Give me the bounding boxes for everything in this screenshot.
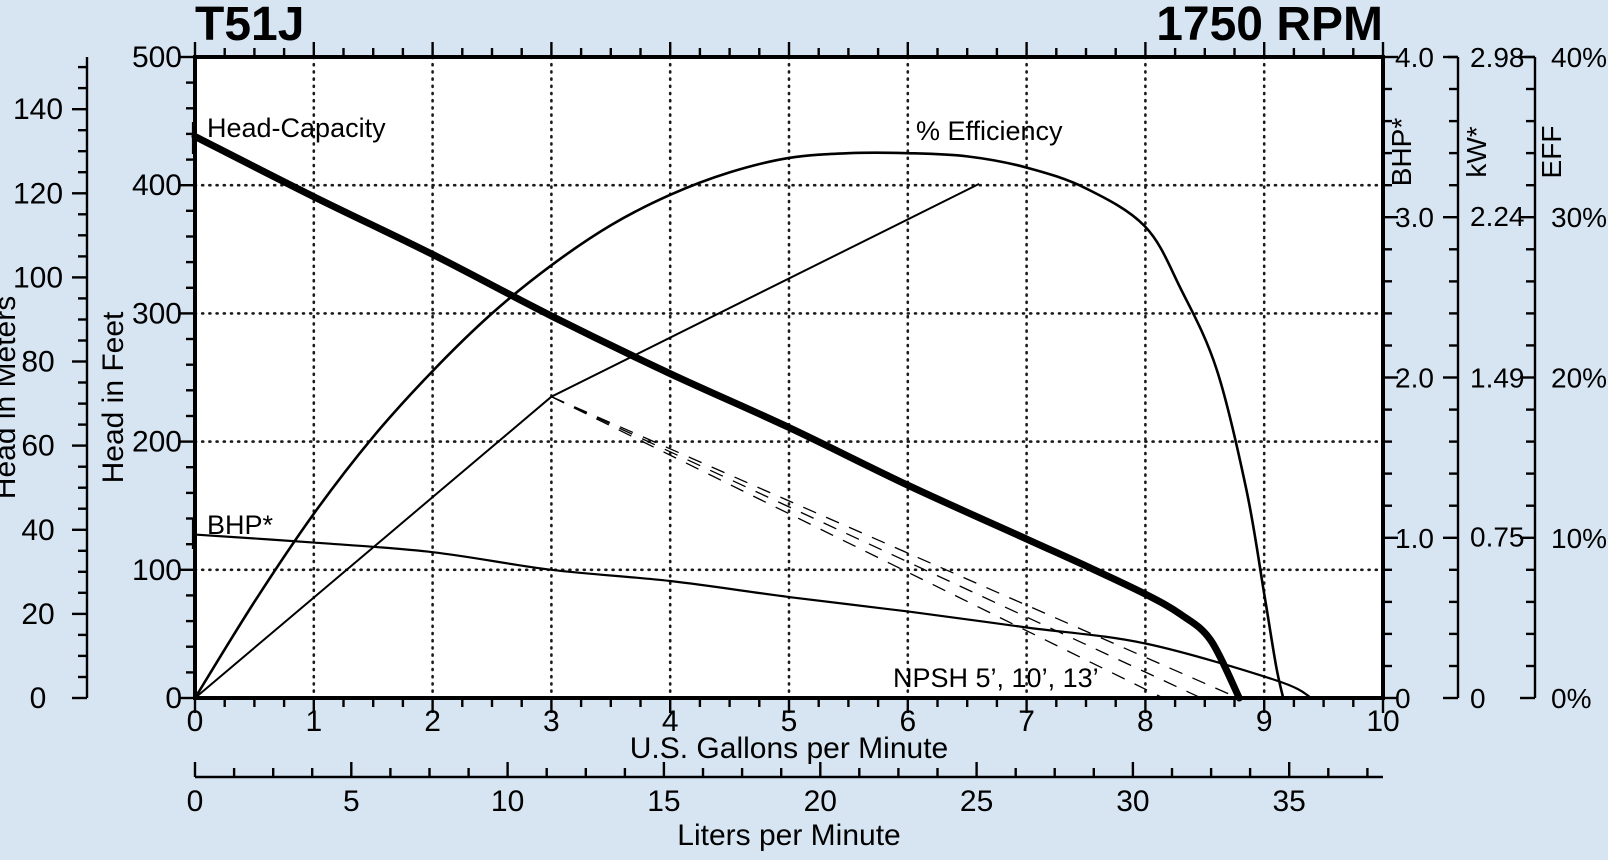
svg-text:kW*: kW*	[1461, 126, 1492, 177]
svg-text:Liters per Minute: Liters per Minute	[677, 819, 900, 852]
svg-text:BHP*: BHP*	[1386, 118, 1417, 187]
svg-text:0: 0	[165, 682, 182, 715]
svg-text:U.S. Gallons per Minute: U.S. Gallons per Minute	[630, 732, 948, 765]
svg-text:7: 7	[1018, 705, 1035, 738]
svg-text:80: 80	[21, 346, 54, 379]
svg-text:% Efficiency: % Efficiency	[916, 116, 1063, 146]
svg-text:8: 8	[1137, 705, 1154, 738]
svg-text:35: 35	[1273, 785, 1306, 818]
svg-text:2.0: 2.0	[1395, 363, 1434, 394]
svg-text:T51J: T51J	[195, 0, 304, 51]
svg-text:100: 100	[132, 554, 182, 587]
svg-text:EFF: EFF	[1536, 126, 1567, 179]
svg-text:0: 0	[187, 705, 204, 738]
svg-text:300: 300	[132, 297, 182, 330]
svg-text:140: 140	[13, 93, 63, 126]
svg-text:40: 40	[21, 514, 54, 547]
svg-text:10: 10	[491, 785, 524, 818]
svg-text:Head-Capacity: Head-Capacity	[207, 113, 386, 143]
svg-text:500: 500	[132, 41, 182, 74]
svg-text:2: 2	[424, 705, 441, 738]
svg-text:100: 100	[13, 261, 63, 294]
svg-text:3.0: 3.0	[1395, 202, 1434, 233]
svg-text:1: 1	[305, 705, 322, 738]
svg-text:10%: 10%	[1551, 523, 1607, 554]
svg-text:200: 200	[132, 426, 182, 459]
svg-text:3: 3	[543, 705, 560, 738]
svg-text:20: 20	[21, 598, 54, 631]
svg-text:2.98: 2.98	[1470, 42, 1525, 73]
svg-text:2.24: 2.24	[1470, 201, 1525, 232]
svg-text:120: 120	[13, 177, 63, 210]
svg-text:400: 400	[132, 169, 182, 202]
svg-text:30%: 30%	[1551, 202, 1607, 233]
svg-text:9: 9	[1256, 705, 1273, 738]
svg-text:0: 0	[30, 682, 47, 715]
svg-text:0: 0	[1395, 683, 1411, 714]
svg-text:0: 0	[187, 785, 204, 818]
svg-text:1.49: 1.49	[1470, 363, 1525, 394]
svg-text:60: 60	[21, 430, 54, 463]
svg-text:5: 5	[343, 785, 360, 818]
svg-text:BHP*: BHP*	[207, 510, 274, 540]
svg-text:Head in Meters: Head in Meters	[0, 296, 22, 499]
svg-text:0: 0	[1470, 683, 1486, 714]
svg-text:40%: 40%	[1551, 42, 1607, 73]
svg-text:30: 30	[1116, 785, 1149, 818]
svg-text:1.0: 1.0	[1395, 523, 1434, 554]
svg-text:20: 20	[804, 785, 837, 818]
svg-text:15: 15	[647, 785, 680, 818]
svg-text:1750 RPM: 1750 RPM	[1156, 0, 1383, 51]
svg-text:0%: 0%	[1551, 683, 1591, 714]
svg-text:4.0: 4.0	[1395, 42, 1434, 73]
svg-text:NPSH 5’, 10’, 13’: NPSH 5’, 10’, 13’	[893, 663, 1099, 693]
svg-text:25: 25	[960, 785, 993, 818]
svg-text:0.75: 0.75	[1470, 522, 1525, 553]
svg-text:20%: 20%	[1551, 363, 1607, 394]
svg-text:Head in Feet: Head in Feet	[97, 311, 130, 483]
